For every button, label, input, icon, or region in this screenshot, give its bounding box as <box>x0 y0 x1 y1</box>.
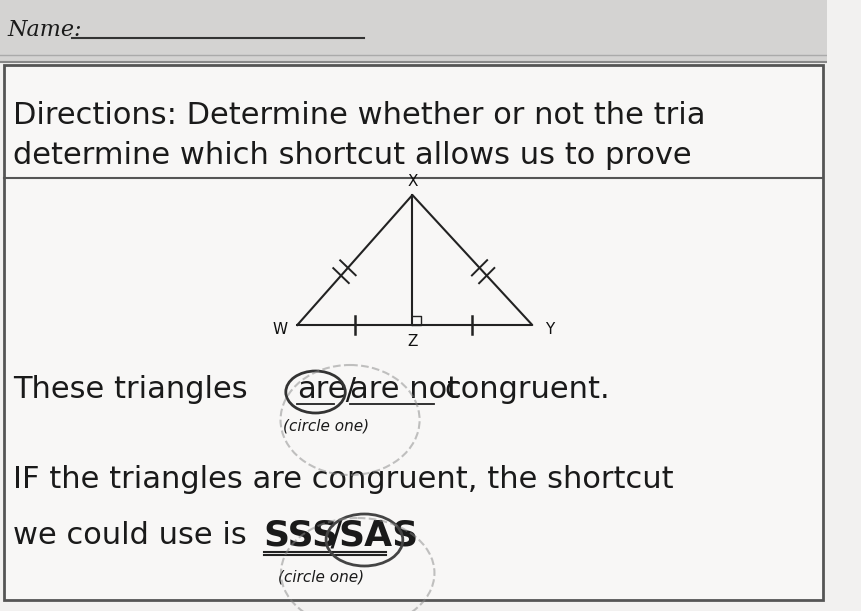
Text: IF the triangles are congruent, the shortcut: IF the triangles are congruent, the shor… <box>14 466 673 494</box>
Text: (circle one): (circle one) <box>278 569 364 585</box>
Text: X: X <box>406 174 418 189</box>
Text: Z: Z <box>406 334 417 348</box>
Text: SAS: SAS <box>338 518 418 552</box>
Text: we could use is: we could use is <box>14 521 247 549</box>
Text: determine which shortcut allows us to prove: determine which shortcut allows us to pr… <box>14 141 691 169</box>
Text: (circle one): (circle one) <box>282 419 369 433</box>
Text: SSS: SSS <box>263 518 338 552</box>
Text: Y: Y <box>544 321 554 337</box>
Text: Directions: Determine whether or not the tria: Directions: Determine whether or not the… <box>14 100 705 130</box>
Text: These triangles: These triangles <box>14 376 248 404</box>
Text: /: / <box>319 518 354 552</box>
Bar <box>0 0 826 62</box>
Text: are not: are not <box>350 376 459 404</box>
Text: /: / <box>335 376 365 404</box>
Text: are: are <box>297 376 346 404</box>
Text: W: W <box>272 321 288 337</box>
Text: Name:: Name: <box>8 19 82 41</box>
Text: congruent.: congruent. <box>443 376 609 404</box>
Bar <box>3 65 822 600</box>
